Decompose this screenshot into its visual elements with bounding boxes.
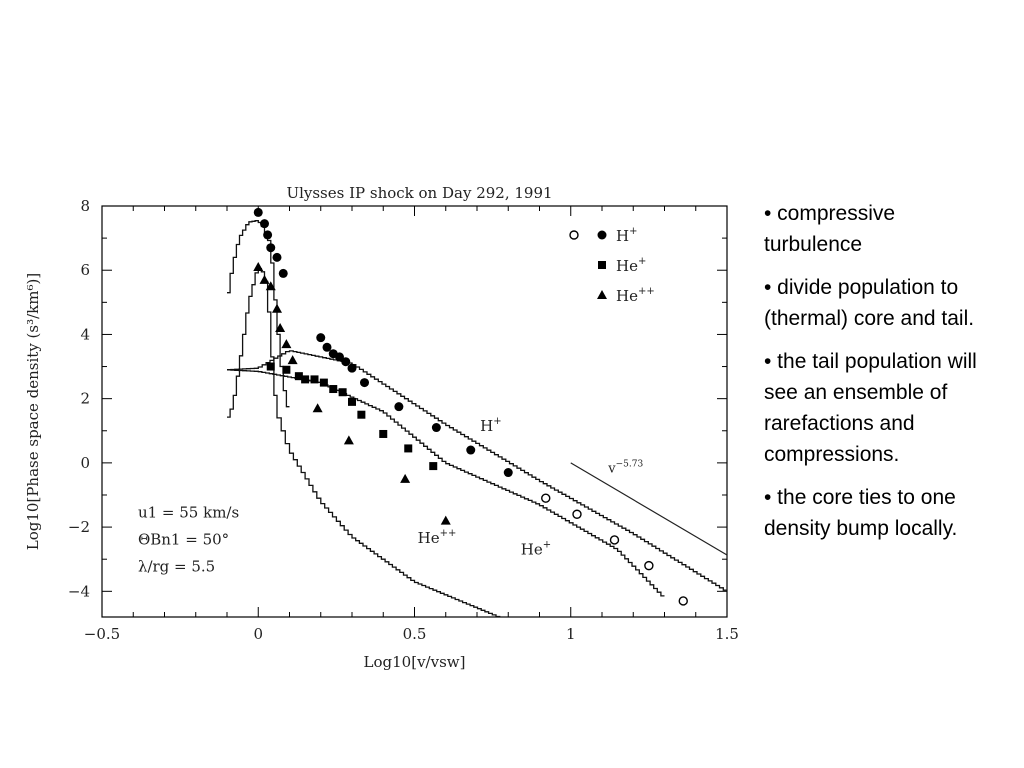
x-tick-label: 0 <box>253 625 263 643</box>
legend-marker <box>597 230 607 240</box>
bullet-list: • compressive turbulence • divide popula… <box>764 198 996 556</box>
x-tick-label: −0.5 <box>84 625 120 643</box>
data-point <box>322 342 332 352</box>
data-point <box>431 423 441 433</box>
data-point <box>319 378 328 387</box>
parameter-label: ΘBn1 = 50° <box>138 530 229 548</box>
data-point <box>265 281 276 291</box>
chart-title: Ulysses IP shock on Day 292, 1991 <box>286 184 552 202</box>
model-curve <box>227 350 727 591</box>
data-point <box>338 388 347 397</box>
data-point <box>266 362 275 371</box>
data-point <box>259 274 270 284</box>
data-point <box>281 339 292 349</box>
data-point <box>466 445 476 455</box>
model-curve <box>227 369 665 597</box>
data-point <box>253 262 264 272</box>
data-point <box>394 402 404 412</box>
data-point <box>263 230 273 240</box>
data-point <box>541 493 551 503</box>
legend-marker <box>598 261 606 269</box>
y-tick-label: −4 <box>68 582 90 600</box>
legend-label: He++ <box>616 286 655 305</box>
x-tick-label: 0.5 <box>403 625 427 643</box>
data-point <box>329 385 338 394</box>
data-point <box>644 560 654 571</box>
x-tick-label: 1 <box>566 625 576 643</box>
data-point <box>266 243 276 253</box>
data-point <box>272 303 282 313</box>
model-curve <box>227 220 290 408</box>
phase-space-density-chart: Ulysses IP shock on Day 292, 1991 −0.5 0 0.… <box>24 184 739 671</box>
model-curve <box>227 267 501 617</box>
legend-marker <box>597 290 607 299</box>
y-tick-label: 8 <box>80 197 90 215</box>
x-tick-label: 1.5 <box>715 625 739 643</box>
data-point <box>343 435 354 445</box>
data-point <box>379 429 388 438</box>
curve-label: He+ <box>521 539 551 558</box>
data-point <box>272 252 282 262</box>
data-point <box>312 403 323 413</box>
reference-line-label: v−5.73 <box>607 460 643 477</box>
data-point <box>260 219 269 229</box>
data-point <box>360 378 369 388</box>
data-point <box>316 333 326 343</box>
curve-label: H+ <box>480 416 501 435</box>
bullet-item: • compressive turbulence <box>764 202 896 256</box>
data-point <box>503 468 513 478</box>
data-point <box>347 363 357 373</box>
data-point <box>678 596 688 606</box>
data-point <box>301 375 310 384</box>
y-tick-label: 4 <box>80 325 90 343</box>
parameter-label: u1 = 55 km/s <box>138 503 239 521</box>
x-axis-label: Log10[v/vsw] <box>364 653 466 671</box>
legend-label: He+ <box>616 256 646 275</box>
bullet-item: • the core ties to one density bump loca… <box>764 486 958 540</box>
curve-label: He++ <box>418 528 457 547</box>
spectrum-figure: Ulysses IP shock on Day 292, 1991 −0.5 0 0.… <box>14 178 744 678</box>
data-point <box>275 323 286 333</box>
data-point <box>253 207 263 217</box>
data-point <box>341 357 351 367</box>
data-point <box>282 365 291 374</box>
legend-marker <box>569 230 579 240</box>
data-point <box>400 473 411 483</box>
bullet-item: • divide population to (thermal) core an… <box>764 276 975 330</box>
data-point <box>335 352 344 362</box>
data-point <box>429 462 438 471</box>
data-point <box>294 372 303 381</box>
y-tick-label: 6 <box>80 261 90 279</box>
reference-line <box>570 462 728 556</box>
y-tick-label: 2 <box>80 390 90 408</box>
data-point <box>609 535 620 545</box>
data-point <box>278 268 288 278</box>
data-point <box>440 515 451 525</box>
data-point <box>357 410 366 419</box>
data-point <box>404 444 413 453</box>
y-tick-label: −2 <box>68 518 90 536</box>
legend-label: H+ <box>616 226 637 245</box>
data-point <box>572 509 582 519</box>
parameter-label: λ/rg = 5.5 <box>138 557 215 575</box>
data-point <box>310 375 319 384</box>
y-axis-label: Log10[Phase space density (s³/km⁶)] <box>24 273 42 550</box>
data-point <box>348 397 356 406</box>
bullet-item: • the tail population will see an ensemb… <box>764 350 977 466</box>
data-point <box>287 355 298 365</box>
y-tick-label: 0 <box>80 454 90 472</box>
